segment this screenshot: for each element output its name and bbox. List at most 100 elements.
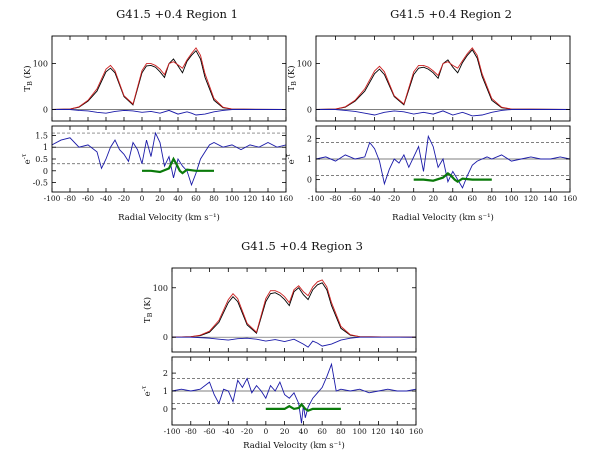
- x-tick-label: 60: [317, 427, 327, 436]
- x-tick-label: -40: [222, 427, 234, 436]
- plot-frame: [51, 35, 287, 122]
- x-tick-label: 80: [336, 427, 346, 436]
- series-line-2: [413, 172, 492, 184]
- chart-title: G41.5 +0.4 Region 3: [241, 239, 363, 253]
- plot-frame: [171, 267, 417, 353]
- x-tick-label: 160: [563, 194, 578, 203]
- x-tick-label: -20: [118, 194, 130, 203]
- y-axis-label: e-τ: [284, 153, 297, 164]
- y-tick-label: 2: [307, 134, 312, 143]
- x-tick-label: 80: [209, 194, 219, 203]
- y-tick-label: 1: [307, 155, 312, 164]
- series-line-1: [172, 282, 416, 338]
- x-tick-label: 20: [155, 194, 165, 203]
- y-tick-label: 100: [153, 284, 168, 293]
- x-tick-label: 120: [371, 427, 386, 436]
- y-tick-label: 0: [43, 106, 48, 115]
- y-axis-label: e-τ: [20, 153, 33, 164]
- x-axis-label: Radial Velocity (km s⁻¹): [243, 440, 345, 451]
- y-tick-label: 0: [163, 405, 168, 414]
- x-tick-label: 80: [487, 194, 497, 203]
- x-tick-label: 0: [140, 194, 145, 203]
- x-tick-label: -60: [203, 427, 215, 436]
- series-line-3: [172, 336, 416, 348]
- series-line-1: [316, 49, 570, 110]
- y-tick-label: 0: [307, 106, 312, 115]
- x-tick-label: 120: [524, 194, 539, 203]
- x-tick-label: 40: [299, 427, 309, 436]
- x-tick-label: -100: [164, 427, 181, 436]
- x-tick-label: 160: [279, 194, 294, 203]
- x-tick-label: 100: [225, 194, 240, 203]
- top-panel: 0 100 TB (K): [142, 267, 417, 353]
- x-tick-label: 140: [543, 194, 558, 203]
- x-tick-label: -40: [100, 194, 112, 203]
- x-axis-label: Radial Velocity (km s⁻¹): [392, 212, 494, 223]
- y-tick-label: 1.5: [35, 131, 48, 140]
- series-line-1: [316, 134, 570, 189]
- x-tick-label: 60: [191, 194, 201, 203]
- chart-title: G41.5 +0.4 Region 2: [390, 7, 512, 21]
- series-line-3: [316, 109, 570, 117]
- y-tick-label: 1: [43, 143, 48, 152]
- series-line-1: [172, 362, 416, 424]
- y-axis-label: TB (K): [286, 65, 298, 91]
- x-tick-label: 160: [409, 427, 424, 436]
- series-line-1: [52, 49, 286, 110]
- chart-title: G41.5 +0.4 Region 1: [116, 7, 238, 21]
- x-tick-label: 0: [411, 194, 416, 203]
- x-tick-label: 60: [468, 194, 478, 203]
- series-line-2: [316, 47, 570, 110]
- series-line-3: [52, 109, 286, 116]
- x-tick-label: -20: [388, 194, 400, 203]
- y-tick-label: 100: [297, 60, 312, 69]
- y-tick-label: 0: [43, 167, 48, 176]
- x-tick-label: 100: [504, 194, 519, 203]
- x-tick-label: -100: [308, 194, 325, 203]
- x-tick-label: 40: [448, 194, 458, 203]
- x-tick-label: 40: [173, 194, 183, 203]
- x-tick-label: 20: [428, 194, 438, 203]
- x-tick-label: -60: [349, 194, 361, 203]
- y-tick-label: -0.5: [33, 179, 48, 188]
- series-line-1: [52, 131, 286, 187]
- x-tick-label: 20: [280, 427, 290, 436]
- series-line-2: [142, 156, 214, 175]
- y-tick-label: 100: [33, 60, 48, 69]
- x-tick-label: -20: [241, 427, 253, 436]
- x-tick-label: -80: [329, 194, 341, 203]
- x-tick-label: -100: [44, 194, 61, 203]
- x-tick-label: 100: [353, 427, 368, 436]
- plot-frame: [51, 125, 287, 193]
- x-tick-label: 140: [261, 194, 276, 203]
- x-tick-label: 140: [390, 427, 405, 436]
- x-tick-label: 120: [243, 194, 258, 203]
- x-axis-label: Radial Velocity (km s⁻¹): [118, 212, 220, 223]
- y-tick-label: 0.5: [35, 155, 48, 164]
- y-tick-label: 0: [163, 333, 168, 342]
- y-tick-label: 2: [163, 369, 168, 378]
- y-axis-label: e-τ: [140, 385, 153, 396]
- bottom-panel: -100 -80 -60 -40 -20 0 20 40 60 80 100 120 140 160 0 1 2…: [284, 125, 578, 203]
- y-axis-label: TB (K): [22, 65, 34, 91]
- y-axis-label: TB (K): [142, 297, 154, 323]
- y-tick-label: 0: [307, 176, 312, 185]
- series-line-2: [265, 402, 341, 412]
- series-line-2: [172, 279, 416, 338]
- plot-frame: [315, 35, 571, 122]
- x-tick-label: 0: [263, 427, 268, 436]
- x-tick-label: -60: [82, 194, 94, 203]
- y-tick-label: 1: [163, 387, 168, 396]
- series-line-2: [52, 47, 286, 110]
- x-tick-label: -80: [64, 194, 76, 203]
- x-tick-label: -40: [369, 194, 381, 203]
- bottom-panel: -100 -80 -60 -40 -20 0 20 40 60 80 100 120 140 160 -0.…: [20, 125, 294, 203]
- bottom-panel: -100 -80 -60 -40 -20 0 20 40 60 80 100 120 140 160 0 1 2…: [140, 356, 424, 436]
- x-tick-label: -80: [185, 427, 197, 436]
